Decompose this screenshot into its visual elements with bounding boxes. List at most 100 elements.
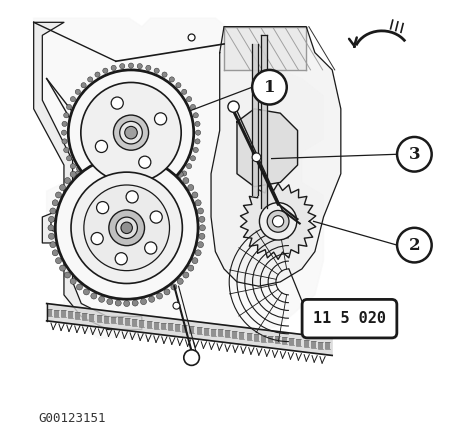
Circle shape bbox=[83, 161, 90, 167]
Circle shape bbox=[126, 191, 138, 203]
Polygon shape bbox=[34, 18, 324, 338]
Circle shape bbox=[154, 192, 159, 197]
Circle shape bbox=[128, 63, 134, 68]
Circle shape bbox=[121, 222, 132, 233]
Circle shape bbox=[62, 139, 67, 144]
Circle shape bbox=[171, 166, 177, 172]
Circle shape bbox=[146, 195, 151, 200]
Circle shape bbox=[111, 97, 123, 109]
Circle shape bbox=[188, 265, 194, 271]
Circle shape bbox=[193, 113, 199, 118]
Bar bbox=[161, 322, 166, 329]
Circle shape bbox=[198, 208, 203, 214]
Bar bbox=[289, 338, 294, 345]
Circle shape bbox=[252, 70, 287, 105]
Bar bbox=[82, 313, 87, 320]
Circle shape bbox=[177, 278, 183, 284]
Bar bbox=[296, 339, 301, 346]
Circle shape bbox=[76, 284, 82, 290]
Circle shape bbox=[193, 148, 199, 153]
Bar bbox=[146, 321, 152, 328]
Circle shape bbox=[95, 140, 108, 152]
Circle shape bbox=[99, 153, 105, 159]
Circle shape bbox=[199, 233, 205, 239]
Circle shape bbox=[192, 192, 198, 198]
Circle shape bbox=[88, 183, 93, 188]
Circle shape bbox=[119, 197, 125, 202]
Circle shape bbox=[84, 185, 170, 271]
Circle shape bbox=[154, 68, 159, 73]
Circle shape bbox=[66, 105, 72, 109]
Circle shape bbox=[188, 34, 195, 41]
Circle shape bbox=[88, 77, 93, 82]
FancyBboxPatch shape bbox=[302, 299, 397, 338]
Bar bbox=[104, 316, 109, 322]
Bar bbox=[190, 326, 194, 333]
Circle shape bbox=[55, 156, 198, 299]
Circle shape bbox=[191, 105, 196, 109]
Circle shape bbox=[195, 200, 201, 206]
Circle shape bbox=[68, 70, 194, 195]
Circle shape bbox=[55, 192, 62, 198]
Circle shape bbox=[70, 278, 76, 284]
Circle shape bbox=[91, 293, 97, 299]
Circle shape bbox=[252, 153, 261, 161]
Text: 2: 2 bbox=[409, 237, 420, 253]
Bar bbox=[325, 342, 330, 349]
Circle shape bbox=[91, 157, 97, 163]
Bar bbox=[46, 309, 52, 316]
Bar bbox=[90, 314, 94, 321]
Circle shape bbox=[182, 89, 187, 95]
Circle shape bbox=[48, 216, 55, 222]
Bar bbox=[197, 327, 201, 334]
Circle shape bbox=[115, 300, 121, 306]
Polygon shape bbox=[46, 303, 332, 355]
Bar bbox=[261, 335, 266, 342]
Circle shape bbox=[81, 178, 86, 183]
Bar bbox=[232, 331, 237, 338]
Circle shape bbox=[76, 166, 82, 172]
Circle shape bbox=[103, 192, 108, 197]
Circle shape bbox=[145, 242, 157, 254]
Bar bbox=[225, 330, 230, 337]
Circle shape bbox=[186, 164, 191, 169]
Bar bbox=[111, 316, 116, 323]
Bar bbox=[168, 323, 173, 330]
Circle shape bbox=[132, 300, 138, 306]
Bar bbox=[268, 335, 273, 342]
Circle shape bbox=[124, 149, 130, 155]
Bar bbox=[139, 320, 145, 327]
Circle shape bbox=[125, 126, 137, 139]
Bar bbox=[154, 322, 159, 329]
Circle shape bbox=[198, 242, 203, 248]
Bar bbox=[175, 324, 180, 331]
Circle shape bbox=[111, 65, 116, 70]
Polygon shape bbox=[224, 26, 306, 70]
Circle shape bbox=[61, 130, 66, 135]
Circle shape bbox=[183, 272, 189, 278]
Bar bbox=[54, 309, 59, 316]
Circle shape bbox=[70, 171, 76, 178]
Circle shape bbox=[267, 210, 289, 232]
Bar bbox=[282, 337, 287, 344]
Bar bbox=[304, 340, 309, 347]
Circle shape bbox=[64, 148, 69, 153]
Bar bbox=[239, 332, 245, 339]
Circle shape bbox=[95, 188, 100, 193]
Circle shape bbox=[62, 121, 67, 126]
Circle shape bbox=[81, 82, 181, 183]
Circle shape bbox=[156, 293, 163, 299]
Circle shape bbox=[70, 96, 75, 102]
Circle shape bbox=[83, 289, 90, 295]
Circle shape bbox=[75, 89, 81, 95]
Circle shape bbox=[140, 151, 146, 157]
Text: 3: 3 bbox=[409, 146, 420, 163]
Text: 1: 1 bbox=[264, 79, 275, 96]
Circle shape bbox=[124, 300, 130, 306]
Circle shape bbox=[188, 184, 194, 191]
Circle shape bbox=[397, 137, 432, 171]
Polygon shape bbox=[211, 26, 341, 286]
Bar bbox=[246, 333, 252, 340]
Circle shape bbox=[182, 171, 187, 176]
Circle shape bbox=[228, 101, 239, 112]
